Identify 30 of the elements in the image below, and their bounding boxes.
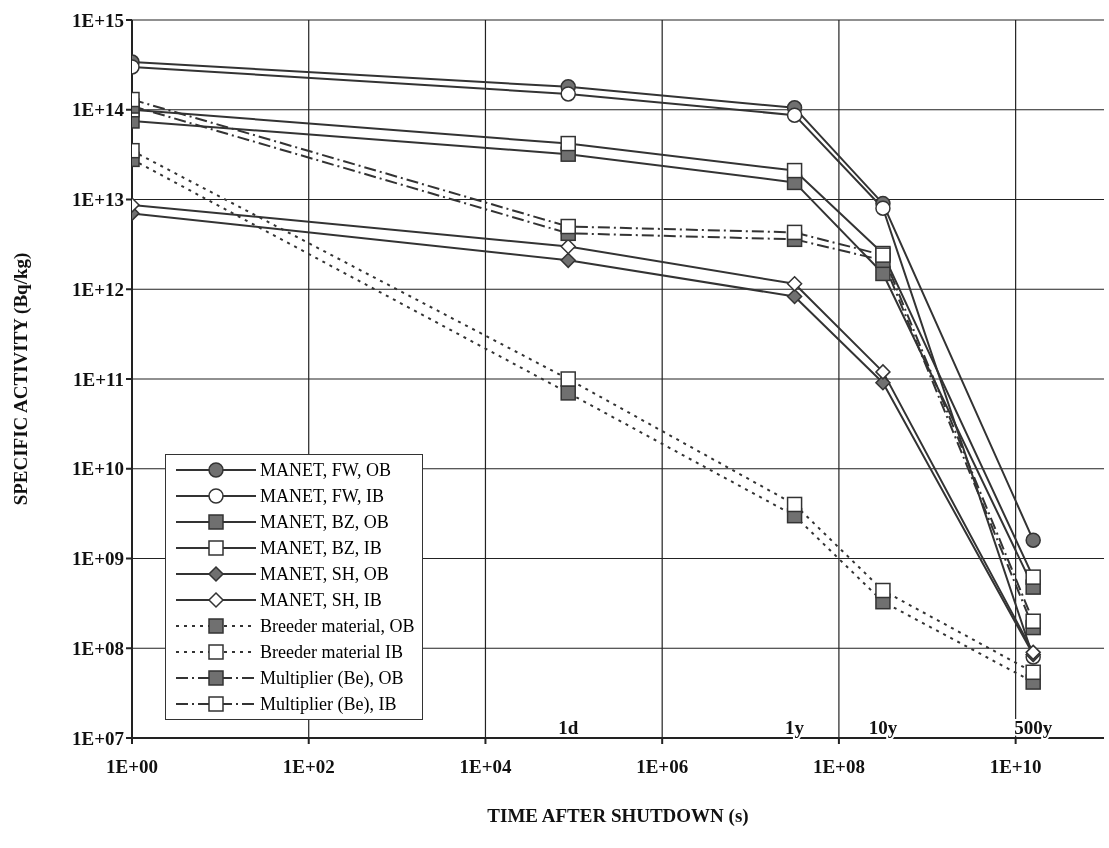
legend-label: MANET, BZ, OB: [260, 511, 389, 534]
x-tick-label: 1E+02: [282, 756, 335, 778]
x-tick-label: 1E+04: [459, 756, 512, 778]
y-tick-label: 1E+08: [72, 637, 124, 659]
annotation: 10y: [868, 717, 898, 738]
legend-label: MANET, SH, IB: [260, 589, 382, 612]
legend-label: Breeder material IB: [260, 641, 403, 664]
legend-label: MANET, SH, OB: [260, 563, 389, 586]
y-tick-label: 1E+11: [73, 368, 124, 390]
x-tick-label: 1E+06: [636, 756, 689, 778]
x-axis-title: TIME AFTER SHUTDOWN (s): [487, 805, 749, 827]
y-axis-title: SPECIFIC ACTIVITY (Bq/kg): [9, 252, 32, 506]
legend-label: Multiplier (Be), OB: [260, 667, 404, 690]
legend-label: MANET, FW, IB: [260, 485, 385, 508]
y-tick-label: 1E+09: [72, 548, 124, 570]
annotation: 1d: [558, 717, 579, 738]
x-tick-label: 1E+08: [812, 756, 865, 778]
y-tick-label: 1E+14: [72, 99, 125, 121]
x-tick-label: 1E+10: [989, 756, 1042, 778]
y-tick-label: 1E+10: [72, 458, 124, 480]
y-tick-label: 1E+07: [72, 727, 125, 749]
x-tick-label: 1E+00: [106, 756, 158, 778]
y-tick-label: 1E+13: [72, 189, 124, 211]
legend-label: MANET, BZ, IB: [260, 537, 382, 560]
annotation: 1y: [785, 717, 805, 738]
legend-label: Breeder material, OB: [260, 615, 415, 638]
legend-label: Multiplier (Be), IB: [260, 693, 397, 716]
y-tick-label: 1E+15: [72, 9, 124, 31]
legend-label: MANET, FW, OB: [260, 459, 392, 482]
y-tick-label: 1E+12: [72, 278, 124, 300]
